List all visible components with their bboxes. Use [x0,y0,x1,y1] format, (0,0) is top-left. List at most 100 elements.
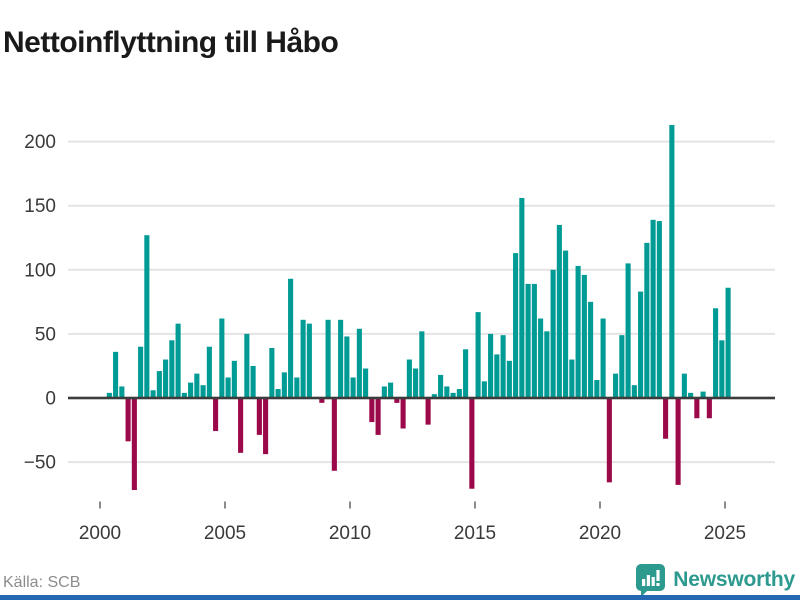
bar-2010K2 [356,328,362,398]
bar-2002K4 [169,340,175,398]
bar-2024K2 [706,399,712,419]
bar-2013K2 [431,394,437,398]
bar-2006K2 [256,399,262,435]
bar-2023K2 [681,373,687,398]
bar-2010K4 [369,399,375,423]
bar-2012K4 [419,331,425,398]
bar-2013K3 [438,374,444,398]
x-tick-label-2005: 2005 [204,523,246,544]
bar-2008K2 [306,323,312,398]
bar-2015K4 [494,354,500,398]
bar-2019K3 [588,301,594,398]
y-axis-tick-labels: 200 150 100 50 0 −50 [24,132,56,474]
bar-2022K2 [656,221,662,398]
source-note: Källa: SCB [3,574,81,591]
bar-2024K1 [700,391,706,398]
bar-2008K4 [319,399,325,403]
bar-2020K4 [619,335,625,398]
bar-2010K3 [363,368,369,398]
bar-2020K1 [600,318,606,398]
chart-title: Nettoinflyttning till Håbo [3,26,339,60]
x-tick-label-2025: 2025 [704,523,746,544]
bar-2015K3 [488,333,494,398]
bar-2013K4 [444,386,450,398]
bar-2025K1 [725,287,731,398]
bar-2006K3 [263,399,269,455]
bar-2011K1 [375,399,381,435]
x-axis-tick-labels: 2000 2005 2010 2015 2020 2025 [79,501,746,544]
bar-2007K1 [275,389,281,398]
x-tick-label-2015: 2015 [454,523,496,544]
bar-2003K3 [188,382,194,398]
y-tick-label-200: 200 [24,132,56,153]
bar-2010K1 [350,377,356,398]
bar-2019K4 [594,380,600,398]
bar-2005K2 [231,360,237,398]
bar-2023K1 [675,399,681,485]
y-tick-label-0: 0 [45,389,56,410]
bar-2017K2 [531,283,537,398]
bar-2020K3 [613,373,619,398]
bar-2002K2 [156,371,162,398]
bar-chart-pin-icon [636,564,666,597]
bar-2011K3 [388,382,394,398]
bar-2013K1 [425,399,431,425]
bar-2009K3 [338,319,344,398]
bar-2016K4 [519,198,525,398]
bar-series [106,124,731,491]
bar-2004K3 [213,399,219,432]
brand-name: Newsworthy [673,568,795,591]
bar-2000K2 [106,392,112,398]
gridlines [68,140,775,464]
bar-2004K4 [219,318,225,398]
bar-2003K2 [181,392,187,398]
bar-2005K3 [238,399,244,453]
bar-2024K4 [719,340,725,398]
bar-2012K2 [406,359,412,398]
bar-2014K1 [450,392,456,398]
bar-2009K4 [344,336,350,398]
y-tick-label-100: 100 [24,260,56,281]
bar-2016K3 [513,253,519,398]
bar-2005K1 [225,377,231,398]
zero-axis-line [68,396,775,400]
bar-2005K4 [244,333,250,398]
bar-2006K1 [250,365,256,398]
bar-2012K3 [413,368,419,398]
bar-2004K1 [200,385,206,398]
y-tick-label-150: 150 [24,196,56,217]
bar-2000K4 [119,386,125,398]
bar-2001K2 [131,399,137,491]
bar-2017K1 [525,283,531,398]
bar-2015K1 [475,312,481,398]
bar-2002K3 [163,359,169,398]
bar-2002K1 [150,390,156,398]
bar-2012K1 [400,399,406,429]
bar-2016K2 [506,360,512,398]
bar-2019K1 [575,265,581,398]
bar-2003K4 [194,373,200,398]
bar-2003K1 [175,323,181,398]
bar-2021K1 [625,263,631,398]
bar-chart: 200 150 100 50 0 −50 2000 2005 2010 2015 2020 2025 [24,124,775,544]
bar-2017K4 [544,331,550,398]
bar-2022K3 [663,399,669,439]
bar-2018K2 [556,224,562,398]
bar-2021K2 [631,385,637,398]
bar-2007K2 [281,372,287,398]
bar-2020K2 [606,399,612,483]
bar-2004K2 [206,346,212,398]
bar-2023K4 [694,399,700,419]
bar-2001K3 [138,346,144,398]
bar-2014K3 [463,349,469,398]
bar-2018K1 [550,269,556,398]
bar-2014K4 [469,399,475,489]
bar-2008K1 [300,319,306,398]
bar-2011K2 [381,386,387,398]
bar-2000K3 [113,351,119,398]
bar-2006K4 [269,348,275,398]
bar-2018K4 [569,359,575,398]
newsworthy-brand-link[interactable]: Newsworthy [635,563,795,597]
bar-2009K1 [325,319,331,398]
